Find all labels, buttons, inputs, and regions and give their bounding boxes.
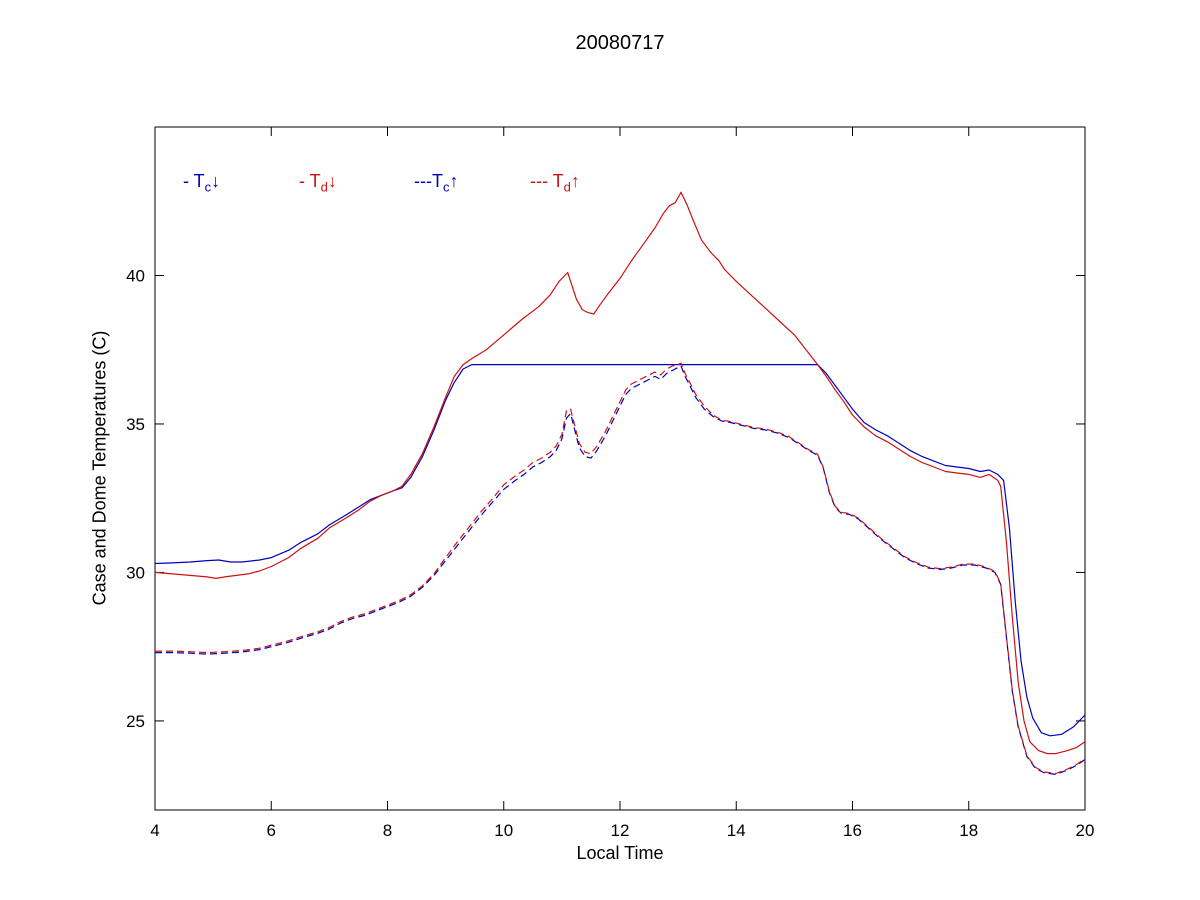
series-line-Td_down xyxy=(154,191,1086,755)
legend-item-Tc-up: ---Tc↑ xyxy=(414,171,458,195)
legend-line-sample: - T xyxy=(299,171,321,191)
y-tick-label: 25 xyxy=(126,712,145,731)
legend-item-Td-up: --- Td↑ xyxy=(530,171,580,195)
x-tick-label: 16 xyxy=(843,821,862,840)
y-tick-label: 35 xyxy=(126,415,145,434)
x-tick-label: 8 xyxy=(383,821,392,840)
series-line-Tc_down xyxy=(154,364,1086,737)
up-arrow-icon: ↑ xyxy=(449,171,459,191)
chart-title: 20080717 xyxy=(575,32,665,54)
legend-line-sample: --- T xyxy=(530,171,564,191)
x-tick-label: 10 xyxy=(494,821,513,840)
x-tick-label: 14 xyxy=(727,821,746,840)
x-axis-label: Local Time xyxy=(576,843,664,863)
x-tick-label: 18 xyxy=(959,821,978,840)
legend-subscript: d xyxy=(320,179,328,195)
legend-subscript: c xyxy=(442,179,450,195)
legend-line-sample: ---T xyxy=(414,171,443,191)
plot-box xyxy=(154,126,1086,811)
x-tick-label: 20 xyxy=(1076,821,1095,840)
up-arrow-icon: ↑ xyxy=(570,171,580,191)
x-tick-label: 12 xyxy=(611,821,630,840)
series-line-Tc_up xyxy=(155,365,1086,775)
legend-line-sample: - T xyxy=(183,171,205,191)
series-line-Td_up xyxy=(155,362,1086,775)
legend: - Tc↓ - Td↓ ---Tc↑ --- Td↑ xyxy=(0,171,1200,201)
y-tick-label: 30 xyxy=(126,563,145,582)
down-arrow-icon: ↓ xyxy=(327,171,337,191)
x-tick-label: 6 xyxy=(267,821,276,840)
legend-item-Tc-down: - Tc↓ xyxy=(183,171,220,195)
down-arrow-icon: ↓ xyxy=(211,171,221,191)
y-tick-label: 40 xyxy=(126,266,145,285)
legend-item-Td-down: - Td↓ xyxy=(299,171,337,195)
legend-subscript: c xyxy=(204,179,212,195)
x-tick-label: 4 xyxy=(150,821,159,840)
legend-subscript: d xyxy=(563,179,571,195)
